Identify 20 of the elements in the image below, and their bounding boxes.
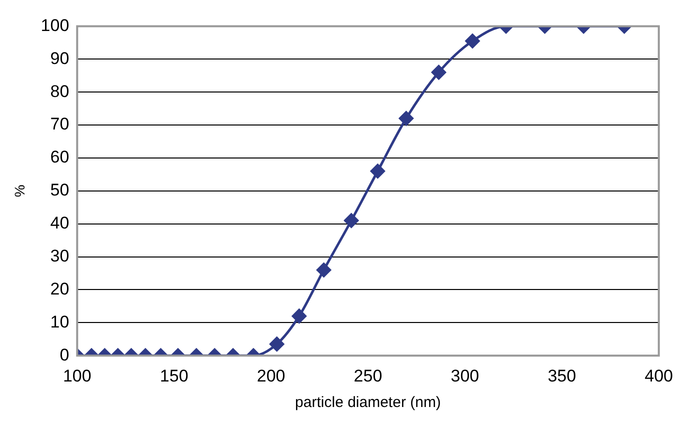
y-tick-label: 70 xyxy=(50,114,70,134)
x-axis-title: particle diameter (nm) xyxy=(295,394,441,412)
x-tick-label: 200 xyxy=(256,366,286,386)
y-axis-title: % xyxy=(11,184,28,198)
y-tick-label: 40 xyxy=(50,214,70,233)
x-tick-label: 350 xyxy=(548,366,576,386)
x-tick-label: 100 xyxy=(62,366,92,386)
y-tick-label: 0 xyxy=(60,345,70,364)
y-tick-label: 60 xyxy=(50,148,70,167)
y-tick-label: 30 xyxy=(50,246,70,266)
y-tick-label: 90 xyxy=(50,48,70,68)
x-tick-label: 300 xyxy=(450,366,480,386)
y-tick-label: 100 xyxy=(40,16,70,35)
y-tick-label: 10 xyxy=(50,312,70,332)
x-tick-label: 250 xyxy=(354,366,382,386)
x-tick-label: 150 xyxy=(160,366,188,386)
y-tick-label: 80 xyxy=(50,82,70,101)
y-tick-label: 20 xyxy=(50,279,70,298)
y-tick-label: 50 xyxy=(50,180,70,200)
x-tick-label: 400 xyxy=(644,366,674,386)
